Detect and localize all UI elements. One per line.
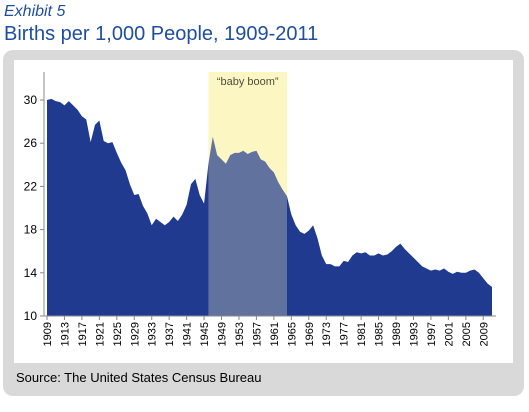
source-note: Source: The United States Census Bureau xyxy=(16,370,261,385)
area xyxy=(47,98,492,316)
x-tick-label: 1977 xyxy=(339,322,351,346)
x-tick-label: 1981 xyxy=(356,322,368,346)
x-tick-label: 1945 xyxy=(199,322,211,346)
y-tick-label: 30 xyxy=(24,93,38,107)
y-tick-label: 26 xyxy=(24,136,38,150)
x-tick-label: 1973 xyxy=(321,322,333,346)
x-tick-label: 1933 xyxy=(147,322,159,346)
highlight-overlay xyxy=(208,72,287,316)
x-tick-label: 1909 xyxy=(42,322,54,346)
x-tick-label: 2001 xyxy=(443,322,455,346)
x-tick-label: 1997 xyxy=(426,322,438,346)
x-tick-label: 1941 xyxy=(182,322,194,346)
exhibit-label: Exhibit 5 xyxy=(4,3,65,20)
x-tick-label: 2005 xyxy=(461,322,473,346)
x-tick-label: 1937 xyxy=(164,322,176,346)
y-tick-label: 14 xyxy=(24,266,38,280)
x-tick-label: 1925 xyxy=(112,322,124,346)
x-tick-label: 1913 xyxy=(59,322,71,346)
x-tick-label: 1969 xyxy=(304,322,316,346)
x-tick-label: 1961 xyxy=(269,322,281,346)
x-tick-label: 1985 xyxy=(374,322,386,346)
x-tick-label: 2009 xyxy=(478,322,490,346)
x-tick-label: 1917 xyxy=(77,322,89,346)
x-tick-label: 1929 xyxy=(129,322,141,346)
x-tick-label: 1953 xyxy=(234,322,246,346)
x-tick-label: 1921 xyxy=(94,322,106,346)
highlight-label: “baby boom” xyxy=(217,76,279,88)
x-tick-label: 1993 xyxy=(408,322,420,346)
x-tick-label: 1965 xyxy=(286,322,298,346)
y-tick-label: 10 xyxy=(24,309,38,323)
x-tick-label: 1957 xyxy=(251,322,263,346)
chart-title: Births per 1,000 People, 1909-2011 xyxy=(4,23,318,45)
y-tick-label: 18 xyxy=(24,223,38,237)
y-tick-label: 22 xyxy=(24,179,38,193)
x-tick-label: 1989 xyxy=(391,322,403,346)
x-tick-label: 1949 xyxy=(217,322,229,346)
